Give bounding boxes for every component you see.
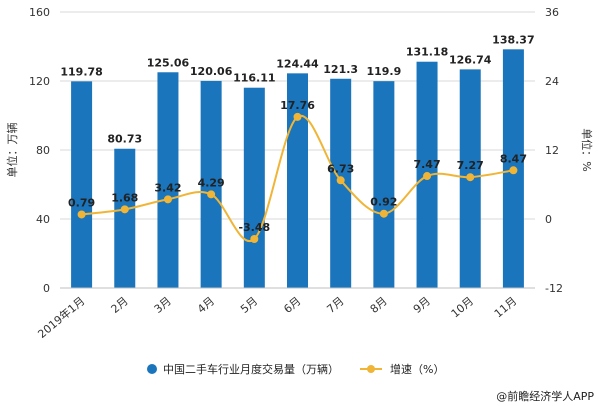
x-tick-label: 9月 (411, 294, 433, 316)
bar-value-label: 80.73 (107, 133, 142, 146)
line-point (207, 190, 216, 199)
line-series (77, 112, 518, 244)
y-axis-right-title: 单位：% (580, 128, 594, 171)
line-value-label: 17.76 (280, 99, 315, 112)
line-point (77, 210, 86, 219)
legend-bar-label: 中国二手车行业月度交易量（万辆） (163, 362, 339, 376)
bar (114, 148, 136, 288)
line-value-label: 4.29 (198, 176, 225, 189)
line-point (163, 195, 172, 204)
legend-line-label: 增速（%） (390, 362, 444, 376)
x-tick-label: 6月 (281, 294, 303, 316)
bar-value-label: 126.74 (449, 53, 492, 66)
line-value-label: 1.68 (111, 191, 138, 204)
bar-value-label: 125.06 (147, 56, 190, 69)
legend-bar-marker (147, 364, 157, 374)
bar-value-label: 120.06 (190, 65, 233, 78)
line-point (379, 209, 388, 218)
y-left-tick-label: 80 (36, 144, 50, 157)
bar-value-label: 119.78 (60, 65, 102, 78)
y-right-tick-label: 0 (545, 213, 552, 226)
x-tick-label: 3月 (152, 294, 174, 316)
bar-value-label: 116.11 (233, 72, 275, 85)
y-left-tick-label: 0 (43, 282, 50, 295)
bar (287, 73, 308, 288)
bar (157, 72, 179, 288)
line-value-label: -3.48 (238, 221, 270, 234)
bar-value-label: 121.3 (323, 63, 358, 76)
y-right-tick-label: 12 (545, 144, 559, 157)
x-tick-label: 11月 (492, 294, 520, 320)
y-left-tick-label: 40 (36, 213, 50, 226)
line-value-label: 7.27 (457, 159, 484, 172)
line-value-label: 0.79 (68, 196, 95, 209)
bar-value-label: 124.44 (276, 57, 319, 70)
y-axis-left: 0 40 80 120 160 (29, 6, 50, 295)
y-left-tick-label: 120 (29, 75, 50, 88)
line-value-label: 6.73 (327, 162, 354, 175)
bar-value-label: 138.37 (492, 33, 534, 46)
x-tick-label: 4月 (195, 294, 217, 316)
bar-value-label: 131.18 (406, 46, 448, 59)
x-tick-label: 10月 (449, 294, 477, 320)
x-tick-label: 5月 (238, 294, 260, 316)
y-right-tick-label: 36 (545, 6, 559, 19)
line-value-label: 3.42 (154, 181, 181, 194)
y-right-tick-label: 24 (545, 75, 559, 88)
line-point (336, 176, 345, 185)
line-point (509, 166, 518, 175)
line-point (293, 112, 302, 121)
legend: 中国二手车行业月度交易量（万辆） 增速（%） (147, 362, 444, 376)
source-credit: @前瞻经济学人APP (496, 389, 594, 403)
legend-line-marker-dot (367, 365, 375, 373)
y-right-tick-label: -12 (545, 282, 563, 295)
line-labels: 0.79 1.68 3.42 4.29 -3.48 17.76 6.73 0.92 7.47 7.… (68, 99, 527, 234)
x-tick-label: 8月 (368, 294, 390, 316)
line-value-label: 8.47 (500, 152, 527, 165)
x-tick-label: 2019年1月 (35, 294, 88, 341)
line-point (120, 205, 129, 214)
bar-value-label: 119.9 (366, 65, 401, 78)
y-axis-left-title: 单位：万辆 (5, 123, 19, 178)
line-point (423, 172, 432, 181)
line-point (466, 173, 475, 182)
line-value-label: 7.47 (413, 158, 440, 171)
line-value-label: 0.92 (370, 196, 397, 209)
bar (200, 80, 222, 288)
bar (71, 81, 93, 288)
x-axis: 2019年1月 2月 3月 4月 5月 6月 7月 8月 9月 10月 11月 (35, 287, 535, 341)
y-axis-right: -12 0 12 24 36 (545, 6, 563, 295)
y-left-tick-label: 160 (29, 6, 50, 19)
line-point (250, 235, 259, 244)
x-tick-label: 7月 (324, 294, 346, 316)
x-tick-label: 2月 (109, 294, 131, 316)
bar (243, 87, 265, 288)
bar (373, 81, 395, 288)
